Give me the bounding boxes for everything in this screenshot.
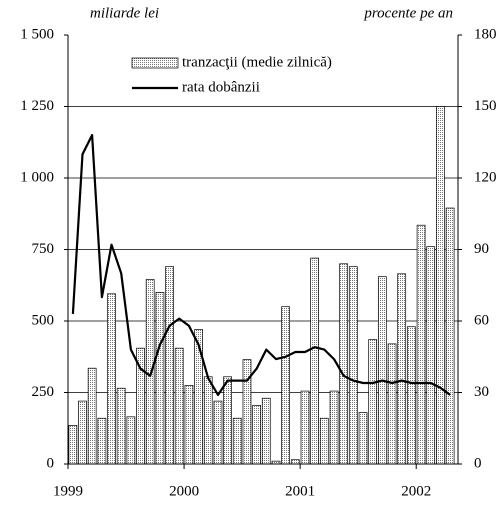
bar — [329, 390, 339, 465]
bars — [68, 106, 455, 465]
x-tick-label: 2001 — [285, 483, 315, 499]
bar — [358, 412, 368, 465]
bar — [165, 266, 174, 465]
legend-label: rata dobânzii — [182, 79, 260, 95]
bar — [281, 306, 290, 465]
bar — [252, 405, 261, 465]
y2-tick-label: 0 — [474, 455, 482, 471]
y2-tick-label: 150 — [474, 98, 497, 114]
y-tick-label: 0 — [47, 455, 55, 471]
bar — [368, 339, 378, 465]
y-tick-label: 250 — [32, 384, 55, 400]
y-tick-label: 750 — [32, 241, 55, 257]
y-tick-label: 1 250 — [20, 98, 54, 114]
bar — [232, 417, 242, 465]
line — [71, 134, 451, 396]
bar — [426, 246, 436, 465]
axes: 0 250 500 750 1 000 1 250 1 500 0 30 60 90 120 150 18… — [20, 26, 496, 499]
x-tick-label: 1999 — [53, 483, 83, 499]
legend-label: tranzacţii (medie zilnică) — [182, 54, 332, 70]
bar — [319, 417, 329, 465]
bar — [397, 273, 407, 465]
lines — [71, 134, 451, 396]
bar — [261, 397, 271, 465]
y2-tick-label: 30 — [474, 384, 489, 400]
bar — [87, 367, 97, 465]
bar — [203, 376, 213, 465]
bar — [348, 266, 358, 465]
bar — [387, 343, 397, 465]
bar — [223, 376, 232, 465]
bar — [377, 276, 387, 465]
x-tick-label: 2002 — [401, 483, 431, 499]
y2-axis-label: procente pe an — [363, 5, 453, 21]
bar — [300, 390, 310, 465]
bar — [68, 425, 78, 465]
bar — [184, 385, 194, 465]
bar — [416, 224, 426, 465]
bar — [406, 326, 416, 465]
bar — [126, 416, 136, 465]
x-tick-label: 2000 — [169, 483, 199, 499]
bar — [174, 347, 184, 465]
bar — [290, 459, 300, 465]
legend-swatch — [131, 57, 179, 69]
bar — [339, 263, 349, 465]
bar — [107, 293, 116, 465]
legend: tranzacţii (medie zilnică) rata dobânzii — [124, 48, 396, 100]
y2-tick-label: 180 — [474, 26, 497, 42]
legend-background — [124, 48, 396, 100]
bar — [116, 387, 126, 465]
bar — [310, 257, 320, 465]
bar — [436, 106, 445, 465]
bar — [194, 329, 203, 465]
y-tick-label: 1 500 — [20, 26, 54, 42]
bar — [155, 292, 165, 465]
bar — [445, 207, 455, 465]
y2-tick-label: 60 — [474, 312, 489, 328]
bar — [145, 279, 155, 465]
y-tick-label: 1 000 — [20, 169, 54, 185]
bar — [242, 359, 252, 465]
y2-tick-label: 90 — [474, 241, 489, 257]
bar — [213, 400, 223, 465]
bar — [97, 417, 107, 465]
bar — [78, 400, 87, 465]
y-tick-label: 500 — [32, 312, 55, 328]
y2-tick-label: 120 — [474, 169, 497, 185]
y-axis-label: miliarde lei — [90, 5, 159, 21]
